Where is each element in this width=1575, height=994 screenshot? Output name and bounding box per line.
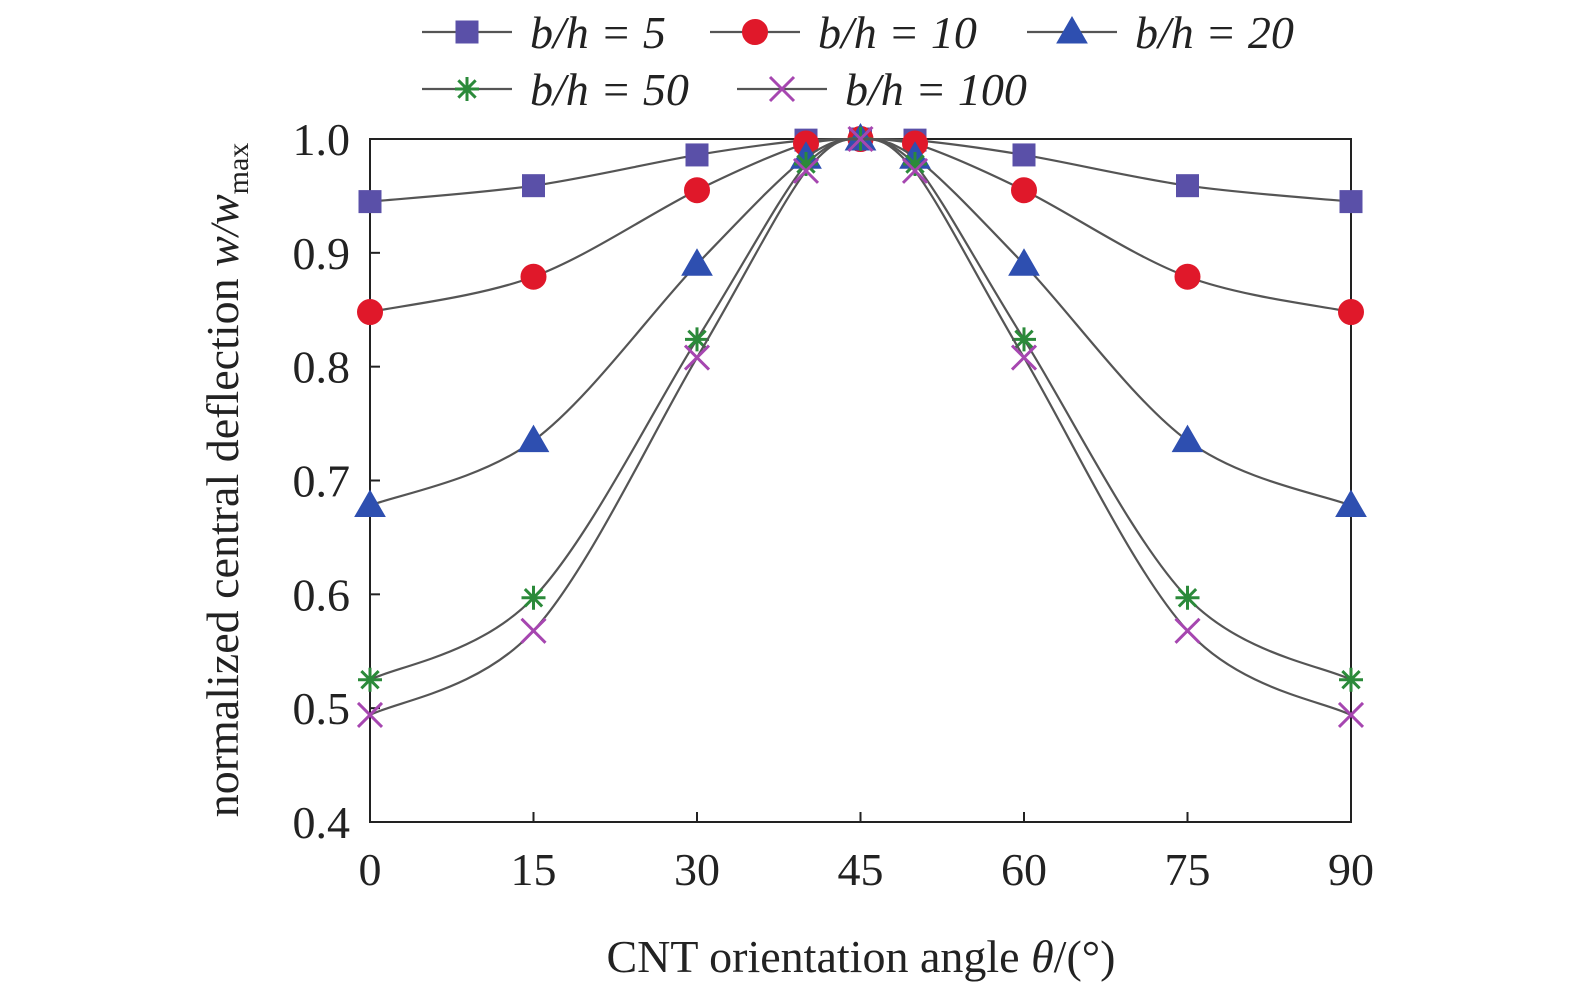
legend-item-bh10: b/h = 10 — [710, 7, 977, 58]
legend-label-bh20: b/h = 20 — [1135, 7, 1294, 58]
data-point-bh50 — [1339, 667, 1363, 692]
data-point-bh5 — [1339, 190, 1363, 214]
y-tick-label: 0.8 — [293, 342, 351, 393]
data-point-bh20 — [681, 248, 713, 276]
legend-label-bh50: b/h = 50 — [530, 64, 689, 115]
legend-item-bh50: b/h = 50 — [422, 64, 689, 115]
series-line-bh50 — [369, 137, 1352, 681]
data-point-bh10 — [1174, 263, 1201, 290]
data-point-bh5 — [1012, 143, 1036, 167]
series-line-bh10 — [369, 137, 1352, 314]
data-point-bh100 — [792, 157, 820, 184]
data-point-bh100 — [1174, 617, 1201, 644]
data-point-bh100 — [683, 344, 711, 371]
data-point-bh10 — [1338, 299, 1364, 326]
series-bh10 — [357, 126, 1364, 326]
legend-label-bh5: b/h = 5 — [530, 7, 666, 58]
x-tick-label: 75 — [1165, 844, 1211, 895]
data-point-bh20 — [1335, 489, 1367, 518]
y-tick-label: 0.9 — [293, 228, 351, 279]
data-point-bh50 — [1012, 327, 1036, 352]
legend-item-bh100: b/h = 100 — [737, 64, 1027, 115]
legend-marker-bh5 — [455, 20, 479, 44]
data-point-bh50 — [794, 152, 818, 177]
x-tick-label: 15 — [511, 844, 557, 895]
x-tick-label: 30 — [674, 844, 720, 895]
legend-label-bh10: b/h = 10 — [818, 7, 977, 58]
x-tick-label: 90 — [1328, 844, 1374, 895]
data-point-bh100 — [520, 617, 547, 644]
data-point-bh50 — [903, 152, 927, 177]
data-point-bh100 — [1010, 344, 1038, 371]
data-point-bh20 — [1171, 424, 1204, 453]
y-tick-label: 0.4 — [293, 797, 351, 848]
y-tick-label: 0.6 — [293, 569, 351, 620]
svg-text:normalized central deflection: normalized central deflection w/wmax — [197, 143, 255, 818]
series-bh50 — [358, 127, 1363, 692]
data-point-bh100 — [356, 701, 384, 729]
series-layer — [354, 122, 1367, 729]
y-tick-label: 0.5 — [293, 683, 351, 734]
axes: 0 15 30 45 60 75 90 0.4 0.5 0.6 0.7 0.8 0.9 1.0 — [293, 114, 1375, 895]
series-bh100 — [356, 125, 1365, 729]
data-point-bh5 — [358, 190, 382, 214]
series-line-bh100 — [369, 137, 1352, 716]
plot-frame — [369, 138, 1352, 823]
data-point-bh5 — [522, 174, 545, 198]
legend-item-bh20: b/h = 20 — [1027, 7, 1294, 58]
y-tick-label: 1.0 — [293, 114, 351, 165]
x-axis-label: CNT orientation angle θ/(°) — [607, 931, 1116, 982]
data-point-bh100 — [1337, 701, 1365, 729]
data-point-bh20 — [1008, 248, 1040, 276]
legend-marker-bh50 — [455, 77, 479, 101]
series-line-bh20 — [369, 137, 1352, 507]
data-point-bh100 — [901, 157, 929, 184]
x-tick-label: 60 — [1001, 844, 1047, 895]
data-point-bh50 — [521, 585, 546, 610]
legend-item-bh5: b/h = 5 — [422, 7, 666, 58]
data-point-bh5 — [685, 143, 709, 167]
x-tick-label: 45 — [838, 844, 884, 895]
data-point-bh10 — [1011, 177, 1037, 204]
data-point-bh50 — [1175, 585, 1200, 610]
data-point-bh20 — [354, 489, 386, 518]
x-tick-label: 0 — [359, 844, 382, 895]
data-point-bh50 — [685, 327, 709, 352]
data-point-bh100 — [847, 125, 874, 153]
legend-marker-bh20 — [1056, 15, 1088, 44]
data-point-bh10 — [520, 263, 547, 290]
series-bh20 — [354, 122, 1367, 518]
y-axis-label: normalized central deflection w/wmax — [197, 143, 255, 818]
legend-marker-bh100 — [768, 75, 796, 103]
data-point-bh50 — [358, 667, 382, 692]
legend-marker-bh10 — [742, 19, 768, 45]
legend: b/h = 5 b/h = 10 b/h = 20 b/h = 50 b/h = 100 — [422, 7, 1294, 115]
data-point-bh20 — [517, 424, 550, 453]
data-point-bh5 — [1176, 174, 1199, 198]
y-tick-label: 0.7 — [293, 456, 351, 507]
data-point-bh10 — [684, 177, 710, 204]
legend-label-bh100: b/h = 100 — [845, 64, 1027, 115]
data-point-bh10 — [357, 299, 383, 326]
